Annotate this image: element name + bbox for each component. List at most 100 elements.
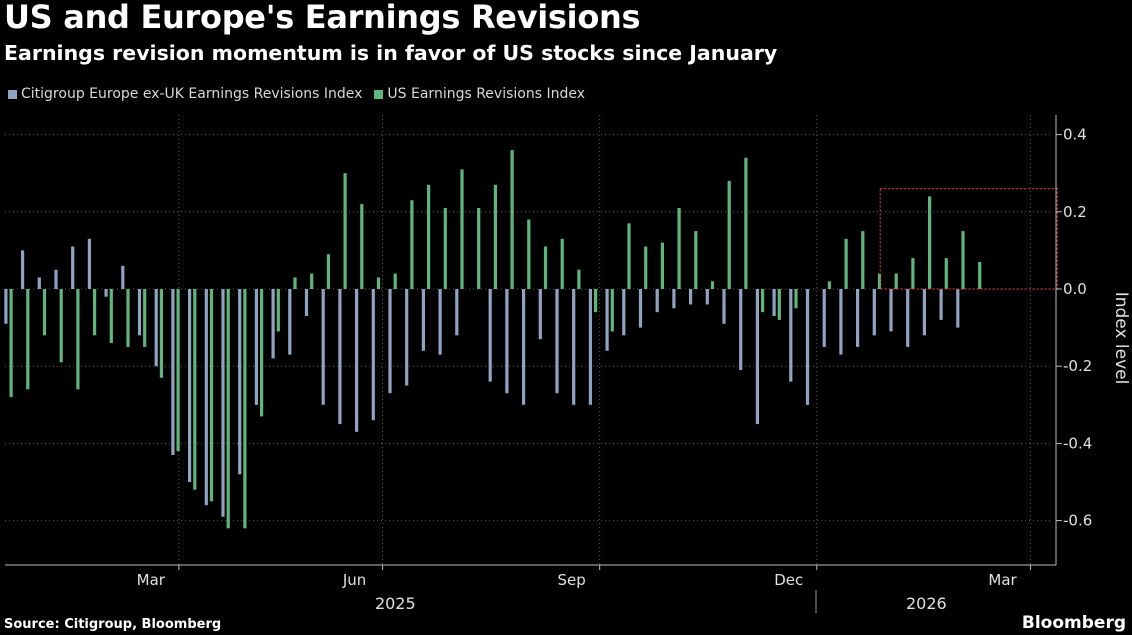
europe-bar xyxy=(722,289,726,324)
us-bar xyxy=(594,289,598,313)
us-bar xyxy=(710,281,715,289)
europe-bar xyxy=(304,289,309,317)
us-bar xyxy=(443,207,447,289)
x-year-label: 2026 xyxy=(906,594,947,613)
chart-subtitle: Earnings revision momentum is in favor o… xyxy=(4,41,778,65)
us-bar xyxy=(126,289,130,347)
europe-bar xyxy=(137,289,142,336)
legend: Citigroup Europe ex-UK Earnings Revision… xyxy=(8,86,597,102)
europe-bar xyxy=(321,289,325,405)
us-bar xyxy=(510,150,514,289)
europe-bar xyxy=(455,289,459,336)
us-bar xyxy=(794,289,798,309)
europe-bar xyxy=(154,289,158,367)
y-tick-label: 0.2 xyxy=(1063,203,1087,221)
us-bar xyxy=(393,273,397,289)
europe-bar xyxy=(355,289,359,432)
us-bar xyxy=(660,242,664,289)
us-bar xyxy=(861,231,865,289)
us-bar xyxy=(9,289,13,398)
us-bar xyxy=(577,269,581,289)
us-bar xyxy=(159,289,163,378)
chart-title: US and Europe's Earnings Revisions xyxy=(4,0,641,36)
x-tick-label: Mar xyxy=(137,571,166,589)
us-bar xyxy=(209,289,214,502)
us-bar xyxy=(26,289,30,390)
us-bar xyxy=(193,289,197,490)
us-bar xyxy=(477,207,481,289)
us-bar xyxy=(76,289,80,390)
x-tick-label: Mar xyxy=(988,571,1017,589)
europe-bar xyxy=(655,289,659,313)
us-bar xyxy=(928,196,932,289)
us-bar xyxy=(877,273,882,289)
europe-bar xyxy=(605,289,609,351)
x-tick-label: Dec xyxy=(774,571,803,589)
europe-bar xyxy=(906,289,910,347)
us-bar xyxy=(744,157,748,289)
europe-bar xyxy=(789,289,793,382)
europe-bar xyxy=(21,250,25,289)
europe-bar xyxy=(421,289,425,351)
us-bar xyxy=(527,219,531,289)
us-bar xyxy=(644,246,648,289)
x-year-label: 2025 xyxy=(375,594,416,613)
legend-label-europe: Citigroup Europe ex-UK Earnings Revision… xyxy=(21,86,363,102)
europe-bar xyxy=(37,277,41,289)
europe-bar xyxy=(221,289,225,517)
us-bar xyxy=(694,231,698,289)
europe-bar xyxy=(338,289,342,425)
us-bar xyxy=(610,289,614,332)
y-tick-label: -0.4 xyxy=(1063,434,1092,452)
europe-bar xyxy=(839,289,843,355)
us-bar xyxy=(894,273,898,289)
us-bar xyxy=(844,238,848,289)
us-bar xyxy=(460,169,464,289)
europe-bar xyxy=(538,289,542,340)
us-bar xyxy=(761,289,765,313)
legend-item-us: US Earnings Revisions Index xyxy=(374,86,585,102)
europe-bar xyxy=(271,289,275,359)
europe-bar xyxy=(188,289,192,482)
y-axis-title: Index level xyxy=(1111,292,1131,385)
legend-label-us: US Earnings Revisions Index xyxy=(387,86,586,102)
us-bar xyxy=(326,254,330,289)
europe-bar xyxy=(889,289,893,332)
europe-bar xyxy=(689,289,693,305)
us-bar xyxy=(376,277,381,289)
europe-bar xyxy=(254,289,258,405)
europe-bar xyxy=(505,289,509,394)
europe-bar xyxy=(71,246,75,289)
us-bar xyxy=(343,173,347,289)
us-bar xyxy=(276,289,280,332)
europe-bar xyxy=(922,289,926,336)
europe-bar xyxy=(238,289,242,475)
us-bar xyxy=(911,258,915,289)
us-bar xyxy=(59,289,63,363)
europe-bar xyxy=(939,289,943,320)
europe-bar xyxy=(204,289,208,506)
europe-bar xyxy=(388,289,392,394)
us-bar xyxy=(677,207,681,289)
us-bar xyxy=(109,289,113,344)
legend-item-europe: Citigroup Europe ex-UK Earnings Revision… xyxy=(8,86,362,102)
europe-bar xyxy=(87,238,91,289)
europe-bar xyxy=(104,289,108,297)
europe-bar xyxy=(739,289,743,371)
highlight-box xyxy=(879,188,1058,290)
europe-bar xyxy=(488,289,492,382)
europe-bar xyxy=(522,289,526,405)
legend-swatch-us xyxy=(374,89,384,99)
europe-bar xyxy=(438,289,442,355)
us-bar xyxy=(727,180,731,289)
source-note: Source: Citigroup, Bloomberg xyxy=(4,617,222,632)
y-tick-label: 0.0 xyxy=(1063,280,1087,298)
europe-bar xyxy=(956,289,960,328)
us-bar xyxy=(42,289,47,336)
europe-bar xyxy=(572,289,576,405)
europe-bar xyxy=(405,289,409,386)
us-bar xyxy=(560,238,564,289)
europe-bar xyxy=(856,289,860,347)
europe-bar xyxy=(672,289,676,309)
